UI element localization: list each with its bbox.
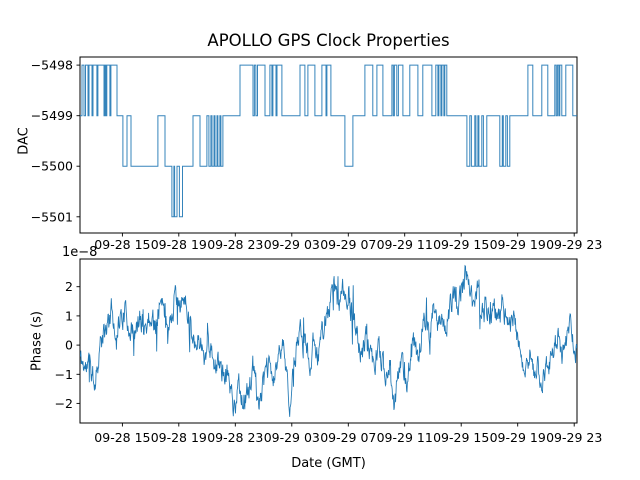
- x-tick-label: 09-28 23: [207, 237, 263, 252]
- x-tick-label: 09-28 15: [94, 430, 150, 445]
- x-tick-label: 09-29 07: [320, 237, 376, 252]
- x-tick-label: 09-29 19: [490, 430, 546, 445]
- phase-axes: 09-28 15 09-28 19 09-28 23 09-29 03 09-29 07…: [55, 258, 602, 445]
- x-tick-label: 09-29 03: [264, 237, 320, 252]
- x-tick-label: 09-29 23: [546, 237, 602, 252]
- dac-step-line: [80, 64, 577, 218]
- y-tick-label: −1: [55, 367, 73, 382]
- x-tick-label: 09-29 11: [377, 237, 433, 252]
- figure-title: APOLLO GPS Clock Properties: [207, 31, 450, 50]
- x-tick-label: 09-28 19: [151, 430, 207, 445]
- y-tick-label: −2: [55, 396, 73, 411]
- y-tick-label: −5498: [31, 58, 73, 73]
- y-tick-label: −5499: [31, 108, 73, 123]
- date-axis-label: Date (GMT): [291, 456, 366, 471]
- x-tick-label: 09-29 11: [377, 430, 433, 445]
- x-tick-label: 09-29 15: [433, 237, 489, 252]
- x-tick-label: 09-29 23: [546, 430, 602, 445]
- phase-noise-line: [80, 264, 577, 417]
- dac-axes: 09-28 15 09-28 19 09-28 23 09-29 03 09-29 07…: [31, 56, 602, 252]
- x-tick-label: 09-29 07: [320, 430, 376, 445]
- y-tick-label: 0: [65, 338, 73, 353]
- y-tick-label: 2: [65, 279, 73, 294]
- x-tick-label: 09-29 19: [490, 237, 546, 252]
- axes-frame: [79, 56, 578, 234]
- x-tick-label: 09-29 03: [264, 430, 320, 445]
- x-tick-label: 09-28 19: [151, 237, 207, 252]
- x-tick-label: 09-28 23: [207, 430, 263, 445]
- y-offset-text: 1e−8: [62, 245, 98, 260]
- axes-frame: [79, 258, 578, 424]
- x-tick-label: 09-28 15: [94, 237, 150, 252]
- y-tick-label: 1: [65, 308, 73, 323]
- y-tick-label: −5500: [31, 159, 73, 174]
- x-tick-label: 09-29 15: [433, 430, 489, 445]
- y-tick-label: −5501: [31, 209, 73, 224]
